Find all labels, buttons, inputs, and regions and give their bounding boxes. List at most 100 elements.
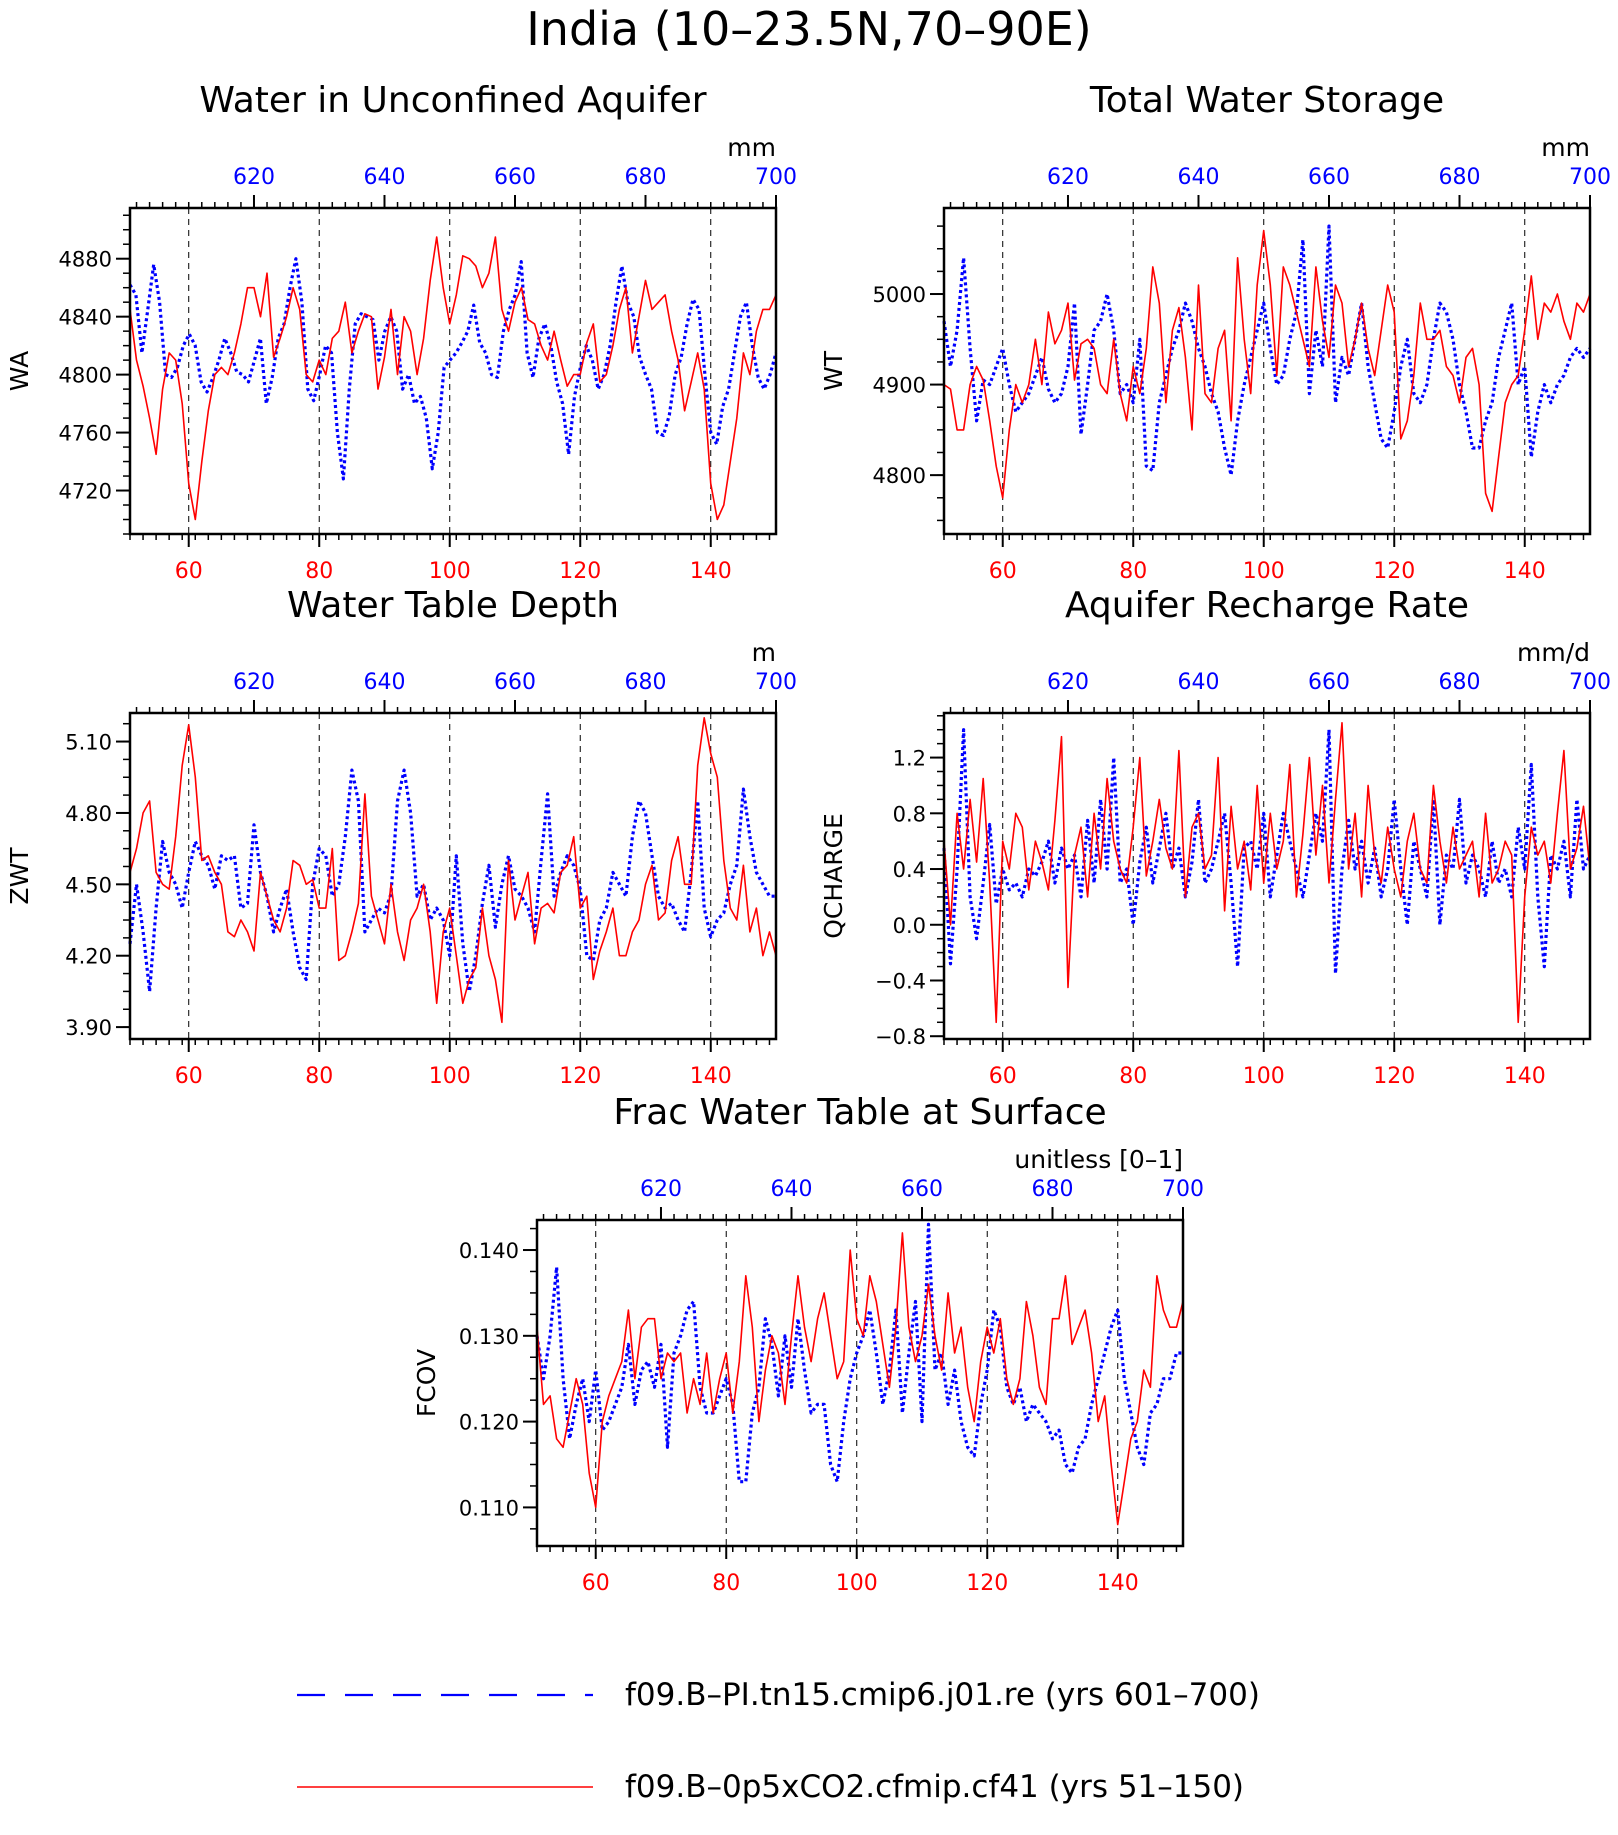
x-top-tick-label: 680 [624,165,666,190]
x-bottom-tick-label: 140 [690,559,732,584]
y-tick-label: 0.4 [893,858,926,882]
series-line-blue [128,768,776,993]
x-top-tick-label: 620 [1047,670,1089,695]
x-bottom-tick-label: 140 [1504,1064,1546,1089]
y-tick-label: 0.140 [459,1239,519,1263]
y-axis-label: WA [5,351,34,391]
x-bottom-tick-label: 60 [175,559,203,584]
y-tick-label: 5000 [873,283,926,307]
y-tick-label: 0.120 [459,1411,519,1435]
chart-title: Total Water Storage [1089,80,1444,121]
units-label: m [752,638,776,667]
x-top-tick-label: 620 [233,670,275,695]
y-tick-label: 4.80 [65,802,112,826]
x-top-tick-label: 620 [1047,165,1089,190]
x-bottom-tick-label: 100 [429,1064,471,1089]
y-tick-label: 4840 [59,306,112,330]
x-bottom-tick-label: 80 [1119,1064,1147,1089]
x-top-tick-label: 680 [624,670,666,695]
x-bottom-tick-label: 140 [1504,559,1546,584]
x-top-tick-label: 640 [770,1177,812,1202]
x-bottom-tick-label: 120 [966,1571,1008,1596]
x-bottom-tick-label: 80 [712,1571,740,1596]
x-top-tick-label: 700 [1569,670,1611,695]
x-top-tick-label: 640 [363,670,405,695]
series-line-red [943,229,1591,513]
x-top-tick-label: 660 [1308,670,1350,695]
plot-frame [942,711,1592,1041]
x-bottom-tick-label: 100 [1243,1064,1285,1089]
chart-panel-4: Frac Water Table at Surface unitless [0–1… [412,1092,1204,1596]
y-axis-label: WT [819,350,848,391]
x-bottom-tick-label: 60 [989,559,1017,584]
x-top-tick-label: 620 [640,1177,682,1202]
x-bottom-tick-label: 60 [582,1571,610,1596]
y-tick-label: 4.50 [65,873,112,897]
y-tick-label: 4900 [873,374,926,398]
chart-title: Water Table Depth [287,585,619,626]
series-line-blue [128,257,778,481]
page-title: India (10–23.5N,70–90E) [526,2,1092,56]
x-top-tick-label: 640 [1177,165,1219,190]
x-bottom-tick-label: 80 [305,559,333,584]
x-bottom-tick-label: 120 [559,559,601,584]
plot-frame [535,1218,1185,1548]
chart-title: Water in Unconfined Aquifer [199,80,706,121]
x-bottom-tick-label: 100 [1243,559,1285,584]
chart-title: Aquifer Recharge Rate [1065,585,1469,626]
y-tick-label: 4880 [59,248,112,272]
chart-panel-3: Aquifer Recharge Rate mm/d −0.8 −0.4 0.0 0.4 0… [819,585,1611,1089]
x-bottom-tick-label: 100 [836,1571,878,1596]
y-tick-label: 0.110 [459,1496,519,1520]
legend-label: f09.B–0p5xCO2.cfmip.cf41 (yrs 51–150) [625,1769,1244,1805]
y-tick-label: 3.90 [65,1016,112,1040]
series-line-blue [535,1222,1183,1484]
series-line-red [943,722,1591,1024]
plot-frame [942,206,1592,536]
x-top-tick-label: 660 [1308,165,1350,190]
y-tick-label: 4800 [59,364,112,388]
x-bottom-tick-label: 140 [690,1064,732,1089]
chart-panel-0: Water in Unconfined Aquifer mm 4720 4760 480… [5,80,797,584]
plot-frame [128,206,778,536]
units-label: unitless [0–1] [1014,1145,1183,1174]
units-label: mm [1541,133,1590,162]
units-label: mm/d [1517,638,1590,667]
x-top-tick-label: 700 [755,670,797,695]
x-top-tick-label: 700 [1162,1177,1204,1202]
series-line-red [536,1232,1184,1526]
x-top-tick-label: 660 [901,1177,943,1202]
x-top-tick-label: 640 [363,165,405,190]
chart-title: Frac Water Table at Surface [613,1092,1106,1133]
y-tick-label: 0.130 [459,1325,519,1349]
y-tick-label: 4760 [59,422,112,446]
y-tick-label: 4.20 [65,945,112,969]
x-bottom-tick-label: 120 [559,1064,601,1089]
series-line-red [129,717,777,1024]
y-axis-label: QCHARGE [819,813,848,939]
y-tick-label: 4800 [873,464,926,488]
x-bottom-tick-label: 140 [1097,1571,1139,1596]
x-bottom-tick-label: 60 [175,1064,203,1089]
x-bottom-tick-label: 100 [429,559,471,584]
x-bottom-tick-label: 120 [1373,559,1415,584]
x-bottom-tick-label: 80 [305,1064,333,1089]
y-tick-label: 5.10 [65,731,112,755]
x-bottom-tick-label: 60 [989,1064,1017,1089]
x-top-tick-label: 620 [233,165,275,190]
panels: Water in Unconfined Aquifer mm 4720 4760 480… [5,80,1611,1596]
series-line-red [129,236,777,521]
chart-panel-1: Total Water Storage mm 4800 4900 5000 WT 60 80 1… [819,80,1611,584]
y-tick-label: 1.2 [893,747,926,771]
legend: f09.B–PI.tn15.cmip6.j01.re (yrs 601–700)… [297,1677,1260,1805]
x-top-tick-label: 700 [1569,165,1611,190]
legend-label: f09.B–PI.tn15.cmip6.j01.re (yrs 601–700) [625,1677,1260,1713]
y-axis-label: FCOV [412,1349,441,1417]
x-top-tick-label: 680 [1438,165,1480,190]
y-tick-label: −0.8 [875,1025,926,1049]
chart-panel-2: Water Table Depth m 3.90 4.20 4.50 4.80 5.10 ZW… [5,585,797,1089]
y-tick-label: 0.0 [893,914,926,938]
x-top-tick-label: 700 [755,165,797,190]
x-top-tick-label: 680 [1438,670,1480,695]
x-top-tick-label: 660 [494,670,536,695]
